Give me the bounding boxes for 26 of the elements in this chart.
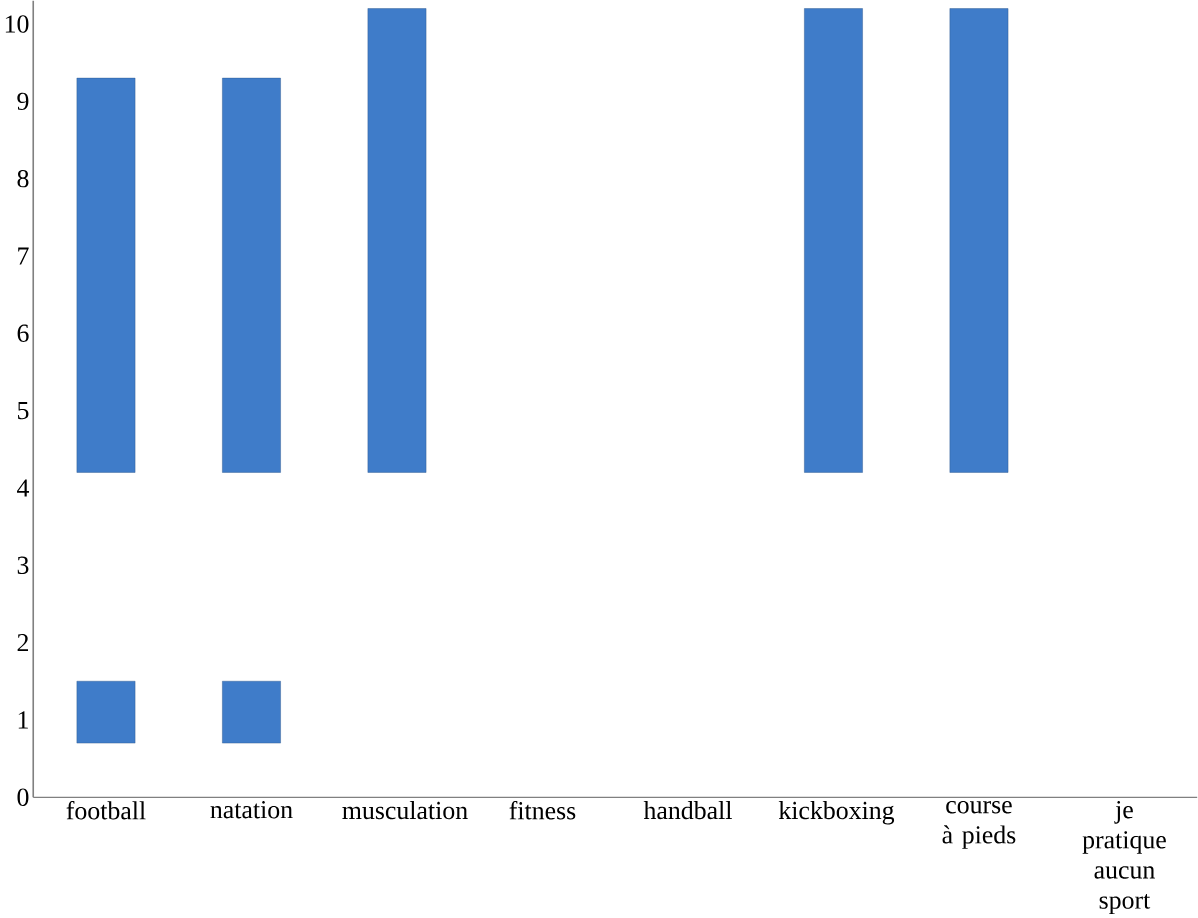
bar [222,681,281,744]
y-tick-label: 8 [17,170,29,188]
y-tick-label: 3 [17,556,29,575]
y-tick-label: 5 [18,402,29,420]
bar [804,8,863,473]
bar [222,78,281,473]
bar [76,78,136,473]
x-tick-label: fitness [509,801,576,820]
y-tick-label: 6 [17,324,29,343]
x-tick-label: natation [210,801,293,819]
y-tick-label: 1 [18,711,28,729]
x-tick-label: handball [643,801,732,820]
y-tick-label: 10 [5,15,29,33]
bar [76,681,136,744]
x-tick-label: kickboxing [778,801,895,825]
y-tick-label: 2 [17,634,29,652]
bar [949,8,1009,473]
x-tick-label: course à pieds [942,801,1016,850]
bar [367,8,427,473]
y-tick-label: 7 [18,247,29,265]
x-tick-label: je pratique aucun sport [1082,801,1166,915]
y-tick-label: 4 [17,479,30,497]
y-tick-label: 0 [17,788,29,807]
y-tick-label: 9 [17,92,29,111]
x-tick-label: football [66,801,146,820]
x-tick-label: musculation [342,801,468,820]
